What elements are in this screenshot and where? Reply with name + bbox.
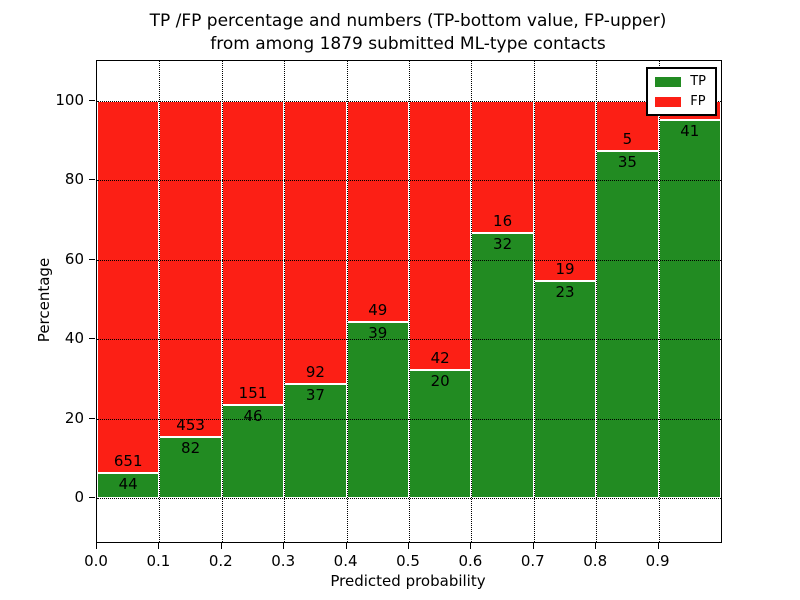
y-tick-mark — [89, 417, 95, 419]
vertical-gridline — [658, 61, 660, 542]
tp-bar-segment — [658, 119, 721, 498]
y-tick-mark — [89, 496, 95, 498]
x-tick-mark — [595, 543, 597, 549]
vertical-gridline — [159, 61, 161, 542]
horizontal-gridline — [97, 418, 721, 420]
tp-count-label: 32 — [493, 235, 513, 254]
y-tick-label: 40 — [64, 329, 84, 348]
x-tick-mark — [158, 543, 160, 549]
fp-bar-segment — [284, 101, 347, 385]
x-tick-mark — [220, 543, 222, 549]
tp-count-label: 20 — [430, 371, 450, 390]
chart-title-line1: TP /FP percentage and numbers (TP-bottom… — [149, 11, 667, 31]
fp-count-label: 42 — [430, 348, 450, 367]
fp-legend-label: FP — [690, 94, 706, 109]
fp-bar-segment — [159, 101, 222, 438]
legend-item-fp: FP — [655, 94, 706, 109]
tp-count-label: 23 — [555, 282, 575, 301]
tp-bar-segment — [596, 150, 659, 498]
tp-legend-swatch — [655, 76, 682, 87]
horizontal-gridline — [97, 180, 721, 182]
fp-count-label: 651 — [113, 451, 143, 470]
tp-count-label: 35 — [617, 152, 637, 171]
vertical-gridline — [221, 61, 223, 542]
x-tick-mark — [408, 543, 409, 549]
fp-count-label: 5 — [622, 129, 633, 148]
x-tick-label: 0.8 — [583, 552, 608, 570]
x-tick-label: 0.4 — [333, 552, 358, 570]
tp-count-label: 82 — [181, 439, 201, 458]
legend-item-tp: TP — [655, 74, 706, 89]
vertical-gridline — [533, 61, 535, 542]
tp-bar-segment — [409, 369, 472, 498]
chart-title-line2: from among 1879 submitted ML-type contac… — [210, 34, 606, 54]
x-tick-label: 0.7 — [520, 552, 545, 570]
horizontal-gridline — [97, 497, 721, 499]
tp-legend-label: TP — [690, 74, 706, 89]
fp-bar-segment — [346, 101, 409, 323]
legend: TP FP — [646, 67, 717, 116]
vertical-gridline — [596, 61, 598, 542]
vertical-gridline — [409, 61, 410, 542]
tp-count-label: 46 — [243, 407, 263, 426]
x-tick-label: 0.1 — [146, 552, 171, 570]
fp-count-label: 92 — [305, 363, 325, 382]
y-tick-mark — [89, 258, 95, 260]
plot-area: 651 44 453 82 151 46 92 37 49 39 42 20 16 32 19 23 5 35 41… — [96, 60, 722, 543]
x-tick-label: 0.3 — [271, 552, 296, 570]
tp-bar-segment — [97, 472, 160, 498]
fp-bar-segment — [97, 101, 160, 473]
x-tick-mark — [532, 543, 534, 549]
vertical-gridline — [284, 61, 286, 542]
vertical-gridline — [346, 61, 348, 542]
x-tick-mark — [470, 543, 472, 549]
tp-count-label: 37 — [305, 386, 325, 405]
fp-count-label: 16 — [493, 212, 513, 231]
fp-bar-segment — [409, 101, 472, 370]
y-tick-label: 0 — [74, 487, 84, 506]
x-tick-label: 0.2 — [208, 552, 233, 570]
y-tick-label: 60 — [64, 249, 84, 268]
fp-count-label: 453 — [176, 416, 205, 435]
fp-legend-swatch — [655, 96, 682, 107]
fp-count-label: 19 — [555, 259, 575, 278]
x-tick-mark — [96, 543, 97, 549]
y-tick-mark — [89, 179, 95, 181]
bars-layer — [97, 61, 721, 542]
fp-bar-segment — [471, 101, 534, 234]
x-tick-label: 0.5 — [396, 552, 420, 570]
bar-labels-layer: 651 44 453 82 151 46 92 37 49 39 42 20 16 32 19 23 5 35 41 — [97, 61, 721, 542]
x-tick-label: 0.6 — [458, 552, 483, 570]
fp-count-label: 151 — [238, 384, 268, 403]
grid-layer — [97, 61, 721, 542]
x-tick-mark — [283, 543, 285, 549]
chart-title: TP /FP percentage and numbers (TP-bottom… — [96, 10, 720, 56]
fp-bar-segment — [221, 101, 285, 406]
horizontal-gridline — [97, 339, 721, 341]
fp-count-label: 49 — [368, 301, 388, 320]
horizontal-gridline — [97, 259, 721, 261]
tp-count-label: 41 — [680, 121, 700, 140]
x-tick-label: 0.9 — [645, 552, 670, 570]
horizontal-gridline — [97, 101, 721, 103]
y-tick-label: 100 — [55, 91, 84, 110]
y-tick-label: 80 — [64, 170, 84, 189]
x-tick-mark — [657, 543, 659, 549]
y-tick-mark — [89, 338, 95, 340]
y-tick-label: 20 — [64, 408, 84, 427]
tp-count-label: 44 — [118, 474, 138, 493]
vertical-gridline — [471, 61, 473, 542]
y-tick-mark — [89, 100, 95, 102]
x-tick-label: 0.0 — [84, 552, 108, 570]
tp-count-label: 39 — [368, 324, 388, 343]
x-tick-mark — [345, 543, 347, 549]
x-axis-label: Predicted probability — [330, 572, 486, 590]
